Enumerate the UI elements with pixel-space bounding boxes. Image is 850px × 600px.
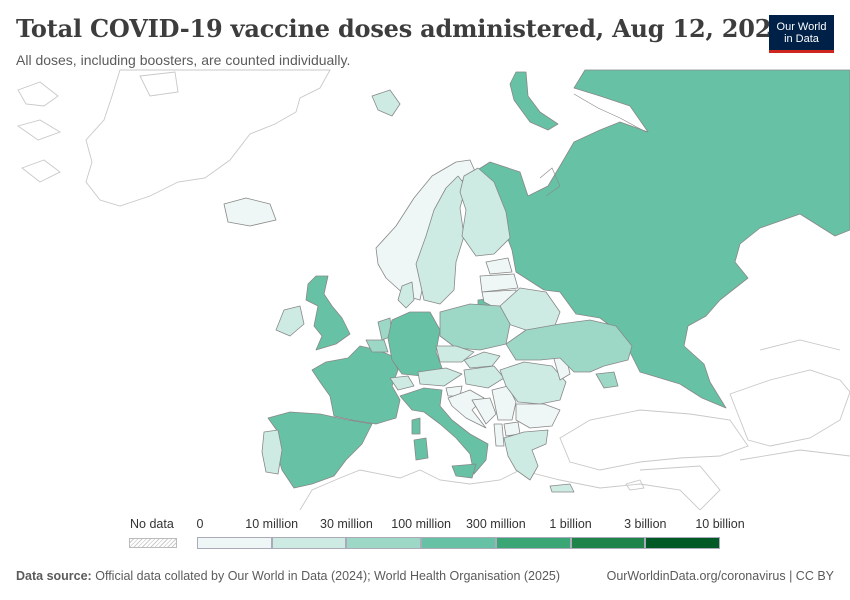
- cyprus-outline: [625, 479, 645, 491]
- slovakia[interactable]: [463, 351, 501, 369]
- legend-tick-label: 10 billion: [695, 517, 745, 531]
- sicily[interactable]: [451, 463, 477, 479]
- arctic-island-outline-4: [139, 71, 179, 97]
- legend-swatch[interactable]: [645, 537, 720, 549]
- greenland-outline: [85, 69, 331, 207]
- ukraine[interactable]: [505, 319, 633, 373]
- color-legend: No data 0 10 million 30 million 100 million…: [0, 514, 850, 554]
- coastline-details: [539, 93, 647, 197]
- legend-tick-label: 3 billion: [624, 517, 667, 531]
- serbia[interactable]: [491, 385, 517, 421]
- romania[interactable]: [499, 361, 567, 405]
- bulgaria[interactable]: [515, 403, 561, 429]
- switzerland[interactable]: [389, 375, 415, 391]
- arctic-island-outline-1: [17, 81, 59, 107]
- russia[interactable]: [467, 69, 850, 409]
- legend-swatch[interactable]: [346, 537, 422, 549]
- no-data-outlines: [16, 69, 850, 510]
- countries: [223, 69, 850, 493]
- legend-no-data-swatch: [129, 538, 177, 548]
- logo-line-2: in Data: [784, 32, 819, 45]
- estonia[interactable]: [485, 257, 513, 275]
- latvia[interactable]: [479, 273, 519, 293]
- middle-east-outline: [639, 339, 850, 510]
- belarus[interactable]: [499, 287, 561, 331]
- legend-tick-label: 10 million: [245, 517, 299, 531]
- kola-coast: [573, 93, 647, 133]
- legend-tick-label: 30 million: [320, 517, 373, 531]
- iceland[interactable]: [223, 197, 277, 227]
- corsica[interactable]: [411, 417, 421, 435]
- owid-logo[interactable]: Our World in Data: [769, 15, 834, 53]
- turkey-outline: [559, 409, 749, 471]
- denmark[interactable]: [397, 281, 415, 309]
- sardinia[interactable]: [413, 437, 429, 461]
- crete[interactable]: [549, 483, 575, 493]
- novaya-zemlya[interactable]: [509, 71, 559, 131]
- caucasus-outline: [729, 369, 850, 447]
- svalbard[interactable]: [371, 89, 401, 117]
- chart-title: Total COVID-19 vaccine doses administere…: [16, 14, 788, 43]
- data-source-label: Data source:: [16, 569, 92, 583]
- white-sea: [539, 167, 561, 197]
- chart-subtitle: All doses, including boosters, are count…: [16, 52, 351, 68]
- arctic-island-outline-3: [21, 159, 61, 183]
- finland[interactable]: [459, 167, 511, 257]
- ireland[interactable]: [275, 305, 305, 337]
- united-kingdom[interactable]: [305, 275, 351, 351]
- bosnia[interactable]: [471, 397, 497, 425]
- greece[interactable]: [503, 429, 549, 481]
- czechia[interactable]: [435, 345, 475, 363]
- data-source-text: Official data collated by Our World in D…: [95, 569, 561, 583]
- belgium[interactable]: [365, 339, 389, 353]
- data-source: Data source: Official data collated by O…: [16, 569, 560, 583]
- legend-swatch[interactable]: [495, 537, 571, 549]
- hungary[interactable]: [463, 365, 505, 389]
- legend-no-data-label: No data: [130, 517, 174, 531]
- germany[interactable]: [387, 311, 443, 377]
- crimea[interactable]: [595, 371, 619, 389]
- logo-line-1: Our World: [776, 20, 827, 33]
- sweden[interactable]: [415, 175, 467, 305]
- legend-swatch[interactable]: [421, 537, 496, 549]
- legend-swatch[interactable]: [271, 537, 347, 549]
- legend-tick-label: 300 million: [465, 517, 526, 531]
- france[interactable]: [311, 345, 401, 425]
- legend-tick-label: 1 billion: [549, 517, 592, 531]
- arctic-island-outline-2: [16, 119, 62, 141]
- legend-tick-label: 100 million: [391, 517, 452, 531]
- legend-swatch[interactable]: [570, 537, 646, 549]
- poland[interactable]: [439, 303, 511, 351]
- portugal[interactable]: [261, 429, 283, 475]
- legend-swatch[interactable]: [197, 537, 272, 549]
- austria[interactable]: [417, 367, 463, 387]
- legend-tick-label: 0: [196, 517, 204, 531]
- europe-map[interactable]: [0, 68, 850, 510]
- source-link[interactable]: OurWorldinData.org/coronavirus | CC BY: [606, 569, 834, 583]
- albania[interactable]: [493, 423, 505, 447]
- italy[interactable]: [399, 387, 489, 475]
